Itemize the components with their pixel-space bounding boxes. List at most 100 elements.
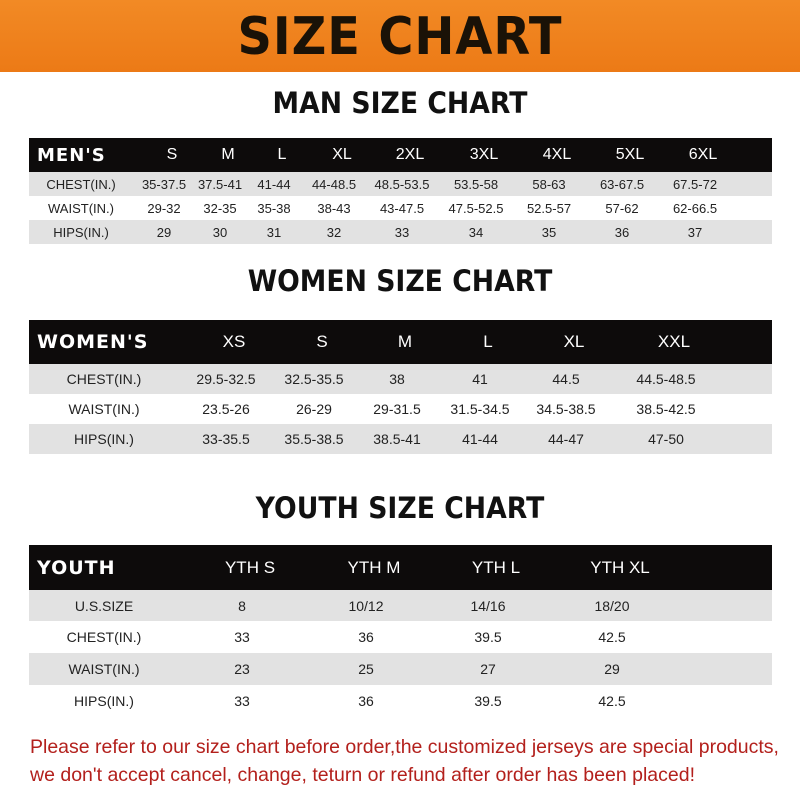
- table-cell: 38-43: [317, 200, 351, 216]
- table-cell: 44-47: [548, 431, 584, 447]
- table-cell: 33: [234, 629, 250, 645]
- table-cell: 47-50: [648, 431, 684, 447]
- men-size-table: MEN'S S M L XL 2XL 3XL 4XL 5XL 6XL CHEST(IN.) 35-37…: [29, 138, 772, 244]
- banner-title: SIZE CHART: [237, 7, 563, 67]
- table-cell: 39.5: [474, 692, 502, 709]
- table-cell: 43-47.5: [379, 200, 425, 216]
- size-column-header: 4XL: [542, 146, 572, 163]
- size-column-header: XL: [563, 332, 585, 351]
- table-cell: 32: [326, 224, 342, 240]
- size-column-header: XL: [332, 146, 352, 163]
- table-row: CHEST(IN.) 35-37.5 37.5-41 41-44 44-48.5 48.5…: [29, 172, 772, 196]
- table-cell: 34.5-38.5: [536, 401, 596, 417]
- table-cell: 53.5-58: [453, 176, 499, 192]
- table-cell: 52.5-57: [526, 200, 572, 216]
- size-column-header: YTH L: [471, 557, 521, 577]
- table-row: WAIST(IN.) 23 25 27 29: [29, 653, 772, 685]
- table-cell: 38.5-41: [373, 431, 421, 447]
- row-label: WAIST(IN.): [68, 661, 140, 677]
- table-cell: 67.5-72: [672, 176, 718, 192]
- table-cell: 58-63: [532, 176, 566, 192]
- table-cell: 41: [472, 371, 488, 387]
- table-row: WAIST(IN.) 29-32 32-35 35-38 38-43 43-47.5 47.…: [29, 196, 772, 220]
- disclaimer-line-1: Please refer to our size chart before or…: [30, 736, 779, 758]
- table-header-row: MEN'S S M L XL 2XL 3XL 4XL 5XL 6XL: [29, 138, 772, 172]
- row-label: HIPS(IN.): [74, 431, 134, 447]
- row-label: CHEST(IN.): [66, 629, 142, 645]
- table-cell: 35: [541, 224, 557, 240]
- size-column-header: L: [277, 146, 287, 163]
- table-cell: 29-32: [147, 200, 181, 216]
- table-cell: 44.5-48.5: [636, 371, 696, 387]
- table-cell: 47.5-52.5: [448, 200, 504, 216]
- table-row: CHEST(IN.) 33 36 39.5 42.5: [29, 621, 772, 653]
- table-cell: 25: [358, 661, 374, 677]
- table-cell: 33-35.5: [202, 431, 250, 447]
- table-cell: 37: [687, 224, 703, 240]
- size-column-header: 3XL: [469, 146, 499, 163]
- table-cell: 32-35: [203, 200, 237, 216]
- table-cell: 38: [389, 371, 405, 387]
- row-label: CHEST(IN.): [66, 371, 142, 387]
- row-label: HIPS(IN.): [53, 224, 109, 240]
- table-cell: 35-38: [257, 200, 291, 216]
- table-cell: 63-67.5: [599, 176, 645, 192]
- table-cell: 29: [604, 661, 620, 677]
- table-cell: 18/20: [594, 597, 630, 614]
- table-header-row: WOMEN'S XS S M L XL XXL: [29, 320, 772, 364]
- table-cell: 37.5-41: [197, 176, 243, 192]
- table-cell: 10/12: [348, 597, 384, 614]
- table-header-label: YOUTH: [37, 556, 116, 579]
- table-row: U.S.SIZE 8 10/12 14/16 18/20: [29, 590, 772, 621]
- table-cell: 29: [156, 224, 172, 240]
- table-cell: 26-29: [296, 401, 332, 417]
- table-cell: 33: [394, 224, 410, 240]
- size-column-header: XXL: [657, 332, 691, 351]
- banner: SIZE CHART: [0, 0, 800, 72]
- table-cell: 62-66.5: [672, 200, 718, 216]
- table-cell: 29.5-32.5: [196, 371, 256, 387]
- row-label: WAIST(IN.): [48, 200, 114, 216]
- men-section-title: MAN SIZE CHART: [272, 86, 528, 120]
- disclaimer-note: Please refer to our size chart before or…: [30, 733, 790, 789]
- youth-section-title: YOUTH SIZE CHART: [255, 491, 545, 525]
- size-column-header: S: [316, 332, 328, 351]
- table-cell: 8: [238, 597, 246, 614]
- table-cell: 29-31.5: [373, 401, 421, 417]
- table-cell: 41-44: [462, 431, 498, 447]
- table-cell: 31: [266, 224, 282, 240]
- table-row: HIPS(IN.) 29 30 31 32 33 34 35 36 37: [29, 220, 772, 244]
- table-cell: 33: [234, 692, 250, 709]
- table-cell: 57-62: [605, 200, 639, 216]
- table-cell: 36: [358, 692, 374, 709]
- disclaimer-line-2: we don't accept cancel, change, teturn o…: [30, 764, 695, 786]
- row-label: U.S.SIZE: [74, 597, 134, 614]
- table-row: WAIST(IN.) 23.5-26 26-29 29-31.5 31.5-34.5 34…: [29, 394, 772, 424]
- table-cell: 39.5: [474, 629, 502, 645]
- table-cell: 31.5-34.5: [450, 401, 510, 417]
- size-column-header: L: [483, 332, 493, 351]
- table-cell: 35.5-38.5: [284, 431, 344, 447]
- table-cell: 38.5-42.5: [636, 401, 696, 417]
- size-column-header: YTH S: [224, 557, 276, 577]
- size-column-header: 5XL: [615, 146, 645, 163]
- size-column-header: M: [221, 146, 235, 163]
- table-cell: 41-44: [257, 176, 291, 192]
- table-cell: 36: [358, 629, 374, 645]
- table-cell: 32.5-35.5: [284, 371, 344, 387]
- table-row: CHEST(IN.) 29.5-32.5 32.5-35.5 38 41 44.5 44.5…: [29, 364, 772, 394]
- youth-size-table: YOUTH YTH S YTH M YTH L YTH XL U.S.SIZE 8 10/12…: [29, 545, 772, 716]
- table-cell: 42.5: [598, 629, 626, 645]
- size-column-header: M: [397, 332, 413, 351]
- table-cell: 35-37.5: [141, 176, 187, 192]
- table-header-label: WOMEN'S: [37, 331, 149, 353]
- table-cell: 34: [468, 224, 484, 240]
- size-column-header: 6XL: [688, 146, 718, 163]
- table-cell: 44-48.5: [311, 176, 357, 192]
- row-label: WAIST(IN.): [68, 401, 140, 417]
- table-cell: 30: [212, 224, 228, 240]
- table-cell: 27: [480, 661, 496, 677]
- table-cell: 42.5: [598, 692, 626, 709]
- table-cell: 48.5-53.5: [374, 176, 430, 192]
- table-cell: 14/16: [470, 597, 506, 614]
